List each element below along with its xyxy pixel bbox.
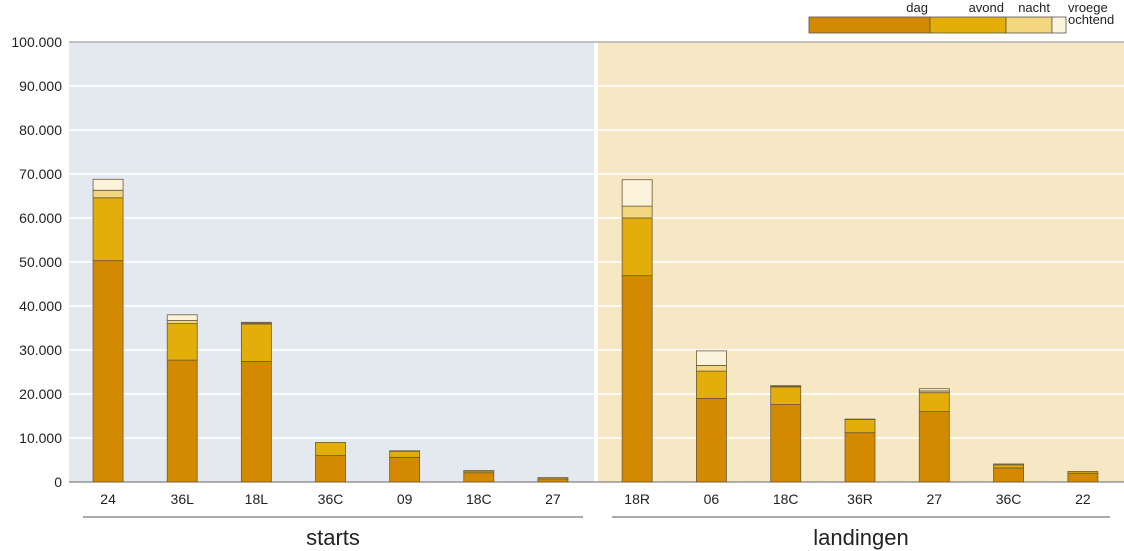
x-tick-label: 09 [397, 491, 413, 507]
group-labels: starts landingen [83, 516, 1110, 550]
gridlines [69, 41, 1124, 483]
y-tick-label: 70.000 [19, 166, 62, 182]
bar-segment-vroege-ochtend [918, 388, 950, 392]
group-label-starts: starts [306, 525, 360, 550]
x-tick-label: 06 [704, 491, 720, 507]
legend-swatch-nacht [1005, 16, 1053, 34]
legend-label-dag: dag [906, 0, 928, 15]
x-tick-label: 18C [466, 491, 492, 507]
bar-segment-avond [1067, 471, 1099, 474]
legend-label-vroege_ochtend: vroege [1068, 0, 1108, 15]
x-tick-label: 27 [545, 491, 561, 507]
bar-segment-vroege-ochtend [621, 179, 653, 207]
bar-segment-vroege-ochtend [844, 418, 876, 420]
bar-segment-dag [240, 361, 272, 483]
y-tick-label: 20.000 [19, 386, 62, 402]
bars [92, 178, 1099, 483]
y-tick-label: 80.000 [19, 122, 62, 138]
x-axis-ticks: 24 36L 18L 36C 09 18C 27 18R 06 18C 36R 27 36C 22 [100, 491, 1091, 507]
x-tick-label: 36C [996, 491, 1022, 507]
y-tick-label: 90.000 [19, 78, 62, 94]
x-tick-label: 24 [100, 491, 116, 507]
x-tick-label: 22 [1075, 491, 1091, 507]
bar-segment-vroege-ochtend [389, 450, 421, 452]
bar-segment-nacht [92, 189, 124, 199]
bar-segment-dag [315, 455, 346, 483]
bar-segment-avond [770, 386, 802, 405]
bar-segment-dag [844, 432, 876, 483]
bar-segment-vroege-ochtend [92, 178, 124, 191]
legend-swatch-vroege_ochtend [1051, 16, 1067, 34]
bar-segment-dag [621, 275, 653, 483]
legend-label-avond: avond [969, 0, 1004, 15]
group-label-landingen: landingen [813, 525, 908, 550]
y-tick-label: 50.000 [19, 254, 62, 270]
bar-segment-dag [696, 397, 727, 483]
x-tick-label: 36R [847, 491, 873, 507]
y-tick-label: 60.000 [19, 210, 62, 226]
x-tick-label: 18R [624, 491, 650, 507]
bar-segment-dag [92, 260, 124, 483]
bar-segment-dag [918, 411, 950, 483]
bar-segment-avond [240, 323, 272, 362]
bar-segment-dag [166, 359, 198, 483]
legend-swatch-dag [808, 16, 931, 34]
bar-segment-avond [844, 419, 876, 434]
x-tick-label: 36L [171, 491, 195, 507]
y-tick-label: 10.000 [19, 430, 62, 446]
x-tick-label: 18C [773, 491, 799, 507]
x-tick-label: 18L [245, 491, 269, 507]
bar-segment-avond [993, 464, 1024, 469]
bar-segment-avond [389, 450, 421, 458]
bar-segment-avond [166, 323, 198, 361]
bar-segment-avond [92, 197, 124, 262]
bar-segment-nacht [621, 205, 653, 219]
bar-segment-vroege-ochtend [240, 321, 272, 324]
bar-segment-nacht [696, 364, 727, 372]
bar-segment-dag [993, 467, 1024, 483]
bar-segment-dag [537, 478, 569, 483]
bar-segment-dag [389, 456, 421, 483]
bar-segment-avond [315, 441, 346, 456]
x-tick-label: 27 [926, 491, 942, 507]
legend-label-vroege_ochtend: ochtend [1068, 12, 1114, 27]
bar-segment-vroege-ochtend [463, 470, 495, 472]
x-tick-label: 36C [318, 491, 344, 507]
bar-segment-nacht [166, 320, 198, 324]
bar-segment-dag [463, 472, 495, 483]
bar-segment-avond [621, 217, 653, 277]
y-tick-label: 0 [54, 474, 62, 490]
bar-segment-vroege-ochtend [166, 314, 198, 321]
y-axis-ticks: 0 10.000 20.000 30.000 40.000 50.000 60.000 70.… [11, 34, 62, 490]
legend-label-nacht: nacht [1018, 0, 1050, 15]
y-tick-label: 40.000 [19, 298, 62, 314]
bar-segment-avond [537, 477, 569, 480]
bar-segment-avond [918, 392, 950, 412]
bar-segment-avond [696, 370, 727, 399]
bar-segment-nacht [993, 463, 1024, 466]
legend-swatch-avond [929, 16, 1007, 34]
bar-segment-vroege-ochtend [770, 385, 802, 387]
bar-segment-vroege-ochtend [696, 350, 727, 366]
bar-segment-dag [1067, 472, 1099, 483]
y-tick-label: 30.000 [19, 342, 62, 358]
y-tick-label: 100.000 [11, 34, 62, 50]
bar-segment-dag [770, 404, 802, 483]
